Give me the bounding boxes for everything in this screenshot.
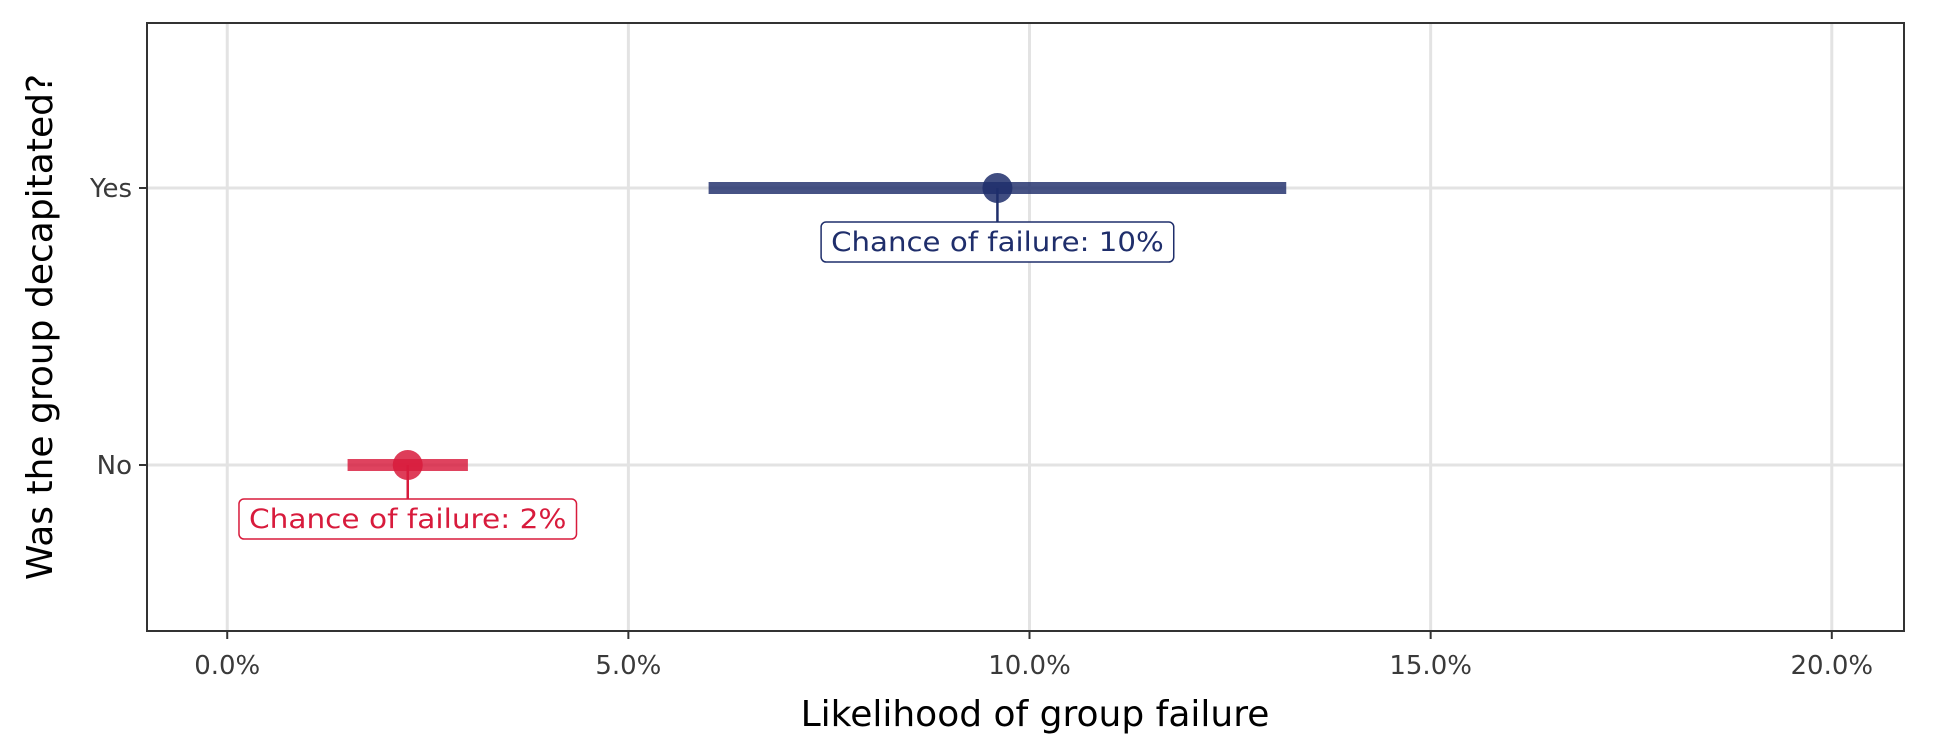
x-tick-label: 20.0% (1790, 651, 1873, 681)
y-axis-title: Was the group decapitated? (20, 74, 61, 580)
annotation-box (238, 498, 578, 540)
axes: 0.0% 5.0% 10.0% 15.0% 20.0% No Yes (89, 174, 1873, 681)
annotation-label: Chance of failure: 10% (831, 227, 1164, 258)
x-tick-label: 10.0% (988, 651, 1071, 681)
annotation-box (820, 221, 1175, 263)
x-axis-title: Likelihood of group failure (801, 694, 1270, 735)
annotation-label: Chance of failure: 2% (249, 504, 567, 535)
plot-panel-background (147, 23, 1904, 631)
y-tick-label: Yes (89, 174, 132, 204)
point-estimate (392, 450, 423, 480)
x-tick-label: 5.0% (595, 651, 661, 681)
x-tick-label: 15.0% (1389, 651, 1472, 681)
chart-marks: Chance of failure: 10% Chance of failure:… (238, 173, 1287, 540)
y-tick-label: No (97, 451, 132, 481)
plot-panel-border (146, 22, 1905, 632)
point-estimate (982, 173, 1013, 203)
x-tick-label: 0.0% (194, 651, 260, 681)
